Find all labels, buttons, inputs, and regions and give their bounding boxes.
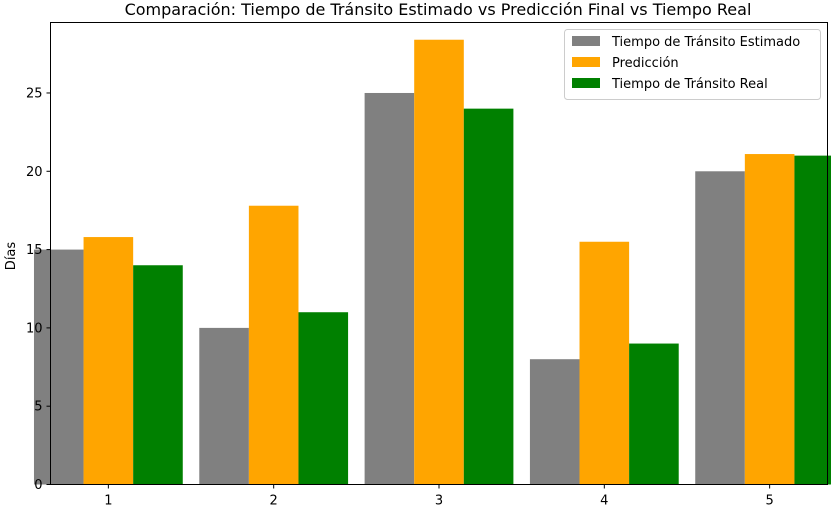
y-axis-label: Días [4,242,19,271]
bar-series2-cat1 [83,237,134,485]
bar-series2-cat5 [744,154,795,485]
bars-group [33,39,831,485]
x-tick-label: 3 [435,494,443,506]
legend-swatch [572,78,600,88]
bar-series1-cat3 [364,92,415,485]
x-tick-label: 2 [270,494,278,506]
y-tick-label: 15 [26,243,43,258]
bar-series2-cat3 [414,39,464,485]
bar-series3-cat4 [629,343,679,485]
bar-series2-cat2 [248,205,299,485]
legend-box [564,29,821,100]
x-tick-label: 4 [600,494,608,506]
legend-label: Tiempo de Tránsito Real [611,77,768,92]
bar-series3-cat1 [133,265,183,485]
bar-series1-cat4 [529,359,580,485]
y-tick-label: 20 [26,165,43,180]
legend-swatch [572,36,600,46]
legend-label: Tiempo de Tránsito Estimado [611,35,800,50]
x-axis: 1 2 3 4 5 [104,484,774,506]
y-tick-label: 10 [26,321,43,336]
bar-series1-cat5 [695,171,745,485]
bar-series1-cat2 [199,327,249,485]
y-tick-label: 5 [34,400,42,415]
legend-label: Predicción [612,56,679,71]
bar-series3-cat5 [794,155,831,485]
bar-series3-cat3 [463,108,514,485]
x-tick-label: 1 [104,494,112,506]
legend: Tiempo de Tránsito Estimado Predicción Tie… [564,29,821,100]
bar-series1-cat1 [33,249,84,485]
chart-title: Comparación: Tiempo de Tránsito Estimado… [125,0,752,19]
y-tick-label: 25 [26,86,43,101]
plot-frame [50,22,828,485]
y-axis: 0 5 10 15 20 25 [26,86,51,493]
x-tick-label: 5 [765,494,773,506]
bar-series2-cat4 [579,241,630,485]
y-tick-label: 0 [34,478,42,493]
bar-series3-cat2 [298,312,349,485]
legend-swatch [572,57,600,67]
